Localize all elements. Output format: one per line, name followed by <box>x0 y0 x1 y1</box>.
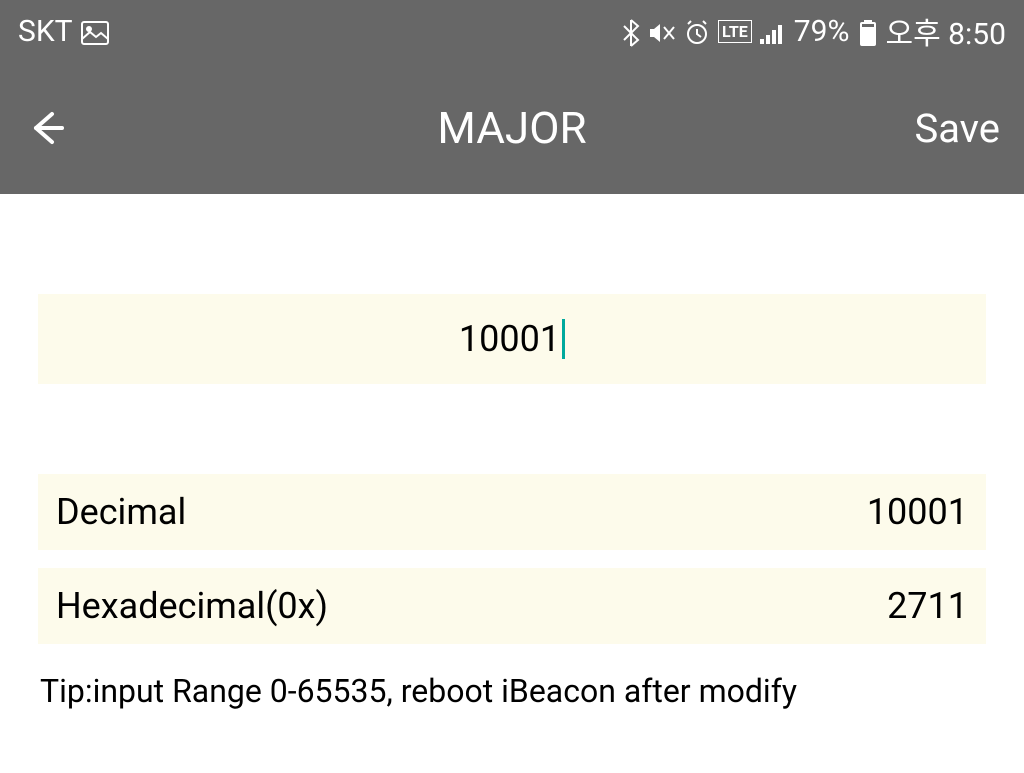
status-left: SKT <box>18 14 109 49</box>
battery-icon <box>860 14 876 49</box>
picture-icon <box>81 14 109 49</box>
input-value: 10001 <box>459 318 560 360</box>
decimal-value: 10001 <box>867 491 968 533</box>
time-label: 오후 8:50 <box>886 9 1007 53</box>
status-right: LTE 79% 오후 8:50 <box>622 9 1006 53</box>
status-icons: LTE <box>622 14 784 49</box>
alarm-icon <box>684 14 710 49</box>
decimal-label: Decimal <box>56 491 186 533</box>
bluetooth-icon <box>622 14 640 49</box>
save-button[interactable]: Save <box>914 105 1000 152</box>
carrier-label: SKT <box>18 14 73 49</box>
content-area: 10001 Decimal 10001 Hexadecimal(0x) 2711… <box>0 294 1024 710</box>
app-title: MAJOR <box>437 102 586 154</box>
mute-icon <box>648 14 676 49</box>
status-bar: SKT <box>0 0 1024 62</box>
battery-percent: 79% <box>794 14 850 49</box>
hex-row: Hexadecimal(0x) 2711 <box>38 568 986 644</box>
app-bar: MAJOR Save <box>0 62 1024 194</box>
back-button[interactable] <box>24 106 84 150</box>
tip-text: Tip:input Range 0-65535, reboot iBeacon … <box>38 672 986 710</box>
signal-icon <box>760 14 784 49</box>
text-cursor <box>562 319 565 359</box>
decimal-row: Decimal 10001 <box>38 474 986 550</box>
major-input[interactable]: 10001 <box>38 294 986 384</box>
lte-icon: LTE <box>718 20 752 43</box>
hex-value: 2711 <box>887 585 968 627</box>
hex-label: Hexadecimal(0x) <box>56 585 328 627</box>
